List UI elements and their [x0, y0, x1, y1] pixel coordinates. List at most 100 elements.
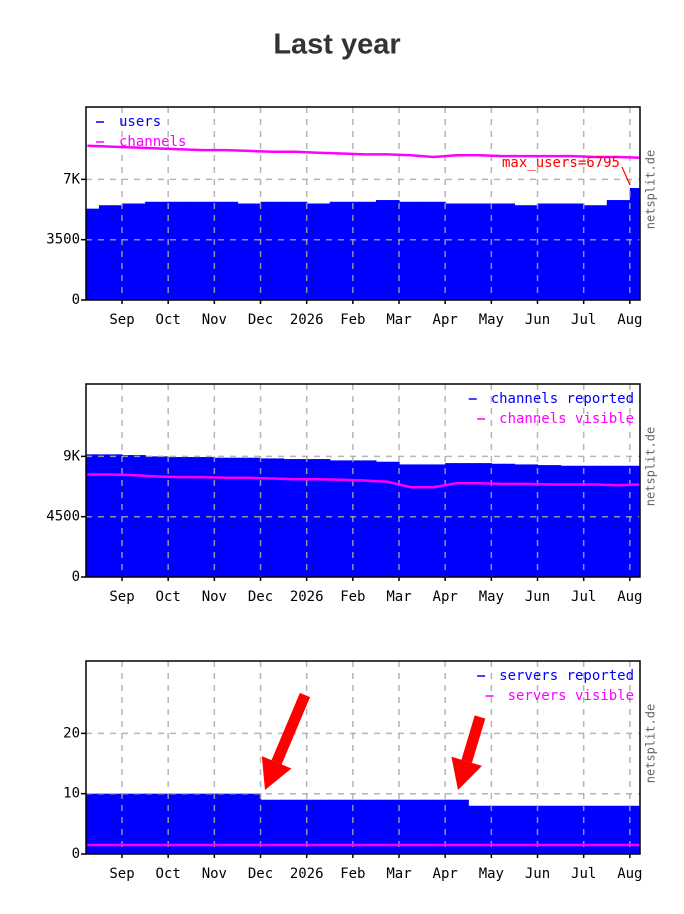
area-step: [375, 200, 400, 300]
area-step: [145, 793, 169, 854]
area-step: [422, 464, 446, 577]
x-tick-label: Feb: [340, 866, 365, 882]
area-step: [283, 459, 308, 577]
legend-label: servers reported: [499, 668, 634, 684]
series-line: [87, 473, 640, 489]
area-step: [537, 203, 562, 300]
area-step: [329, 799, 354, 854]
area-step: [86, 793, 100, 854]
area-step: [329, 201, 354, 300]
area-step: [237, 793, 262, 854]
area-step: [560, 805, 585, 854]
x-tick-label: Apr: [433, 866, 458, 882]
x-tick-label: Aug: [617, 312, 642, 328]
area-step: [352, 460, 377, 577]
area-step: [98, 205, 123, 300]
plot-border: [85, 106, 641, 301]
x-tick-label: Jul: [571, 312, 596, 328]
area-step: [375, 799, 400, 854]
x-tick-label: Dec: [248, 589, 273, 605]
page-title: Last year: [273, 29, 400, 61]
area-step: [168, 201, 192, 300]
x-tick-label: 2026: [290, 589, 324, 605]
x-tick-label: Mar: [386, 312, 411, 328]
x-tick-label: Sep: [109, 312, 134, 328]
area-step: [422, 201, 446, 300]
area-step: [445, 799, 469, 854]
x-tick-label: Jun: [525, 866, 550, 882]
area-step: [191, 793, 215, 854]
x-tick-label: Dec: [248, 312, 273, 328]
legend-label: users: [119, 114, 161, 130]
area-step: [606, 200, 631, 300]
area-step: [399, 201, 423, 300]
area-step: [445, 463, 469, 577]
x-tick-label: Jun: [525, 312, 550, 328]
area-step: [260, 458, 285, 577]
area-step: [283, 799, 308, 854]
x-tick-label: Jul: [571, 589, 596, 605]
x-tick-label: Aug: [617, 866, 642, 882]
area-step: [329, 460, 354, 577]
area-step: [214, 457, 239, 577]
area-step: [260, 201, 285, 300]
area-step: [606, 465, 631, 577]
area-step: [491, 203, 516, 300]
plot: [86, 384, 640, 577]
area-step: [260, 799, 285, 854]
area-step: [168, 457, 192, 577]
annotation: max_users=6795: [502, 155, 620, 171]
area-step: [191, 457, 215, 577]
area-step: [352, 799, 377, 854]
area-step: [629, 187, 640, 300]
arrow-head: [451, 756, 482, 790]
series-line: [87, 144, 640, 160]
area-step: [514, 805, 539, 854]
chart: 0 4500 9K Sep Oct Nov Dec 2026 Feb Mar Apr May Jun Ju…: [46, 383, 658, 605]
area-step: [122, 793, 146, 854]
area-step: [306, 203, 331, 300]
y-tick-label: 0: [72, 569, 80, 585]
area-step: [468, 463, 492, 577]
area-step: [514, 464, 539, 577]
area-step: [191, 201, 215, 300]
area-step: [399, 464, 423, 577]
area-step: [399, 799, 423, 854]
plot-border: [85, 660, 641, 855]
x-tick-label: Nov: [202, 312, 227, 328]
area-step: [214, 201, 239, 300]
area-step: [491, 463, 516, 577]
x-tick-label: Oct: [156, 866, 181, 882]
plot: [86, 107, 640, 300]
area-step: [583, 805, 608, 854]
legend-label: servers visible: [508, 688, 634, 704]
x-tick-label: Oct: [156, 589, 181, 605]
charts: 0 3500 7K Sep Oct Nov Dec 2026 Feb Mar Apr May Jun Ju…: [46, 106, 658, 882]
area-step: [583, 205, 608, 300]
area-step: [514, 205, 539, 300]
x-tick-label: 2026: [290, 866, 324, 882]
area-step: [86, 454, 100, 577]
y-tick-label: 9K: [63, 448, 80, 464]
area-step: [491, 805, 516, 854]
y-tick-label: 10: [63, 786, 80, 802]
y-tick-label: 0: [72, 292, 80, 308]
area-step: [537, 805, 562, 854]
area-step: [283, 201, 308, 300]
plot: [86, 661, 640, 854]
area-step: [352, 201, 377, 300]
arrow-head: [261, 756, 292, 790]
x-tick-label: Nov: [202, 866, 227, 882]
area-step: [445, 203, 469, 300]
area-step: [583, 465, 608, 577]
x-tick-label: Sep: [109, 589, 134, 605]
area-step: [306, 459, 331, 577]
arrow-shaft: [461, 715, 486, 763]
x-tick-label: Jun: [525, 589, 550, 605]
y-tick-label: 20: [63, 725, 80, 741]
x-tick-label: May: [479, 866, 504, 882]
arrow-shaft: [271, 692, 311, 765]
x-tick-label: Feb: [340, 589, 365, 605]
y-tick-label: 7K: [63, 171, 80, 187]
